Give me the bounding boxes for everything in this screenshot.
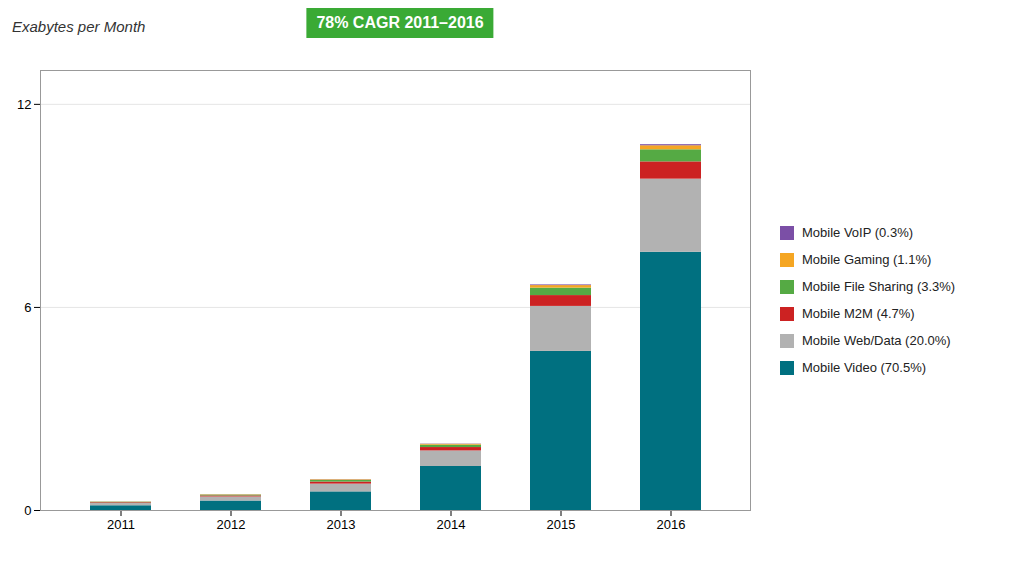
html-text:Exabytes per Month: Exabytes per Month [12, 18, 146, 35]
svg-text:0: 0 [24, 503, 31, 518]
svg-text:2014: 2014 [437, 517, 466, 532]
svg-text:2015: 2015 [547, 517, 576, 532]
html-text:Mobile Gaming (1.1%): Mobile Gaming (1.1%) [802, 252, 932, 267]
html-text:Mobile M2M (4.7%): Mobile M2M (4.7%) [802, 306, 915, 321]
html-text:Mobile Web/Data (20.0%): Mobile Web/Data (20.0%) [802, 333, 951, 348]
svg-text:2016: 2016 [657, 517, 686, 532]
svg-text:2013: 2013 [327, 517, 356, 532]
svg-text:12: 12 [17, 97, 31, 112]
html-text:78% CAGR 2011–2016: 78% CAGR 2011–2016 [316, 14, 484, 31]
svg-text:2012: 2012 [217, 517, 246, 532]
html-text:Mobile VoIP (0.3%): Mobile VoIP (0.3%) [802, 225, 913, 240]
svg-text:2011: 2011 [107, 517, 135, 532]
html-text:Mobile File Sharing (3.3%): Mobile File Sharing (3.3%) [802, 279, 956, 294]
html-text:Mobile Video (70.5%): Mobile Video (70.5%) [802, 360, 927, 375]
svg-text:6: 6 [24, 300, 31, 315]
